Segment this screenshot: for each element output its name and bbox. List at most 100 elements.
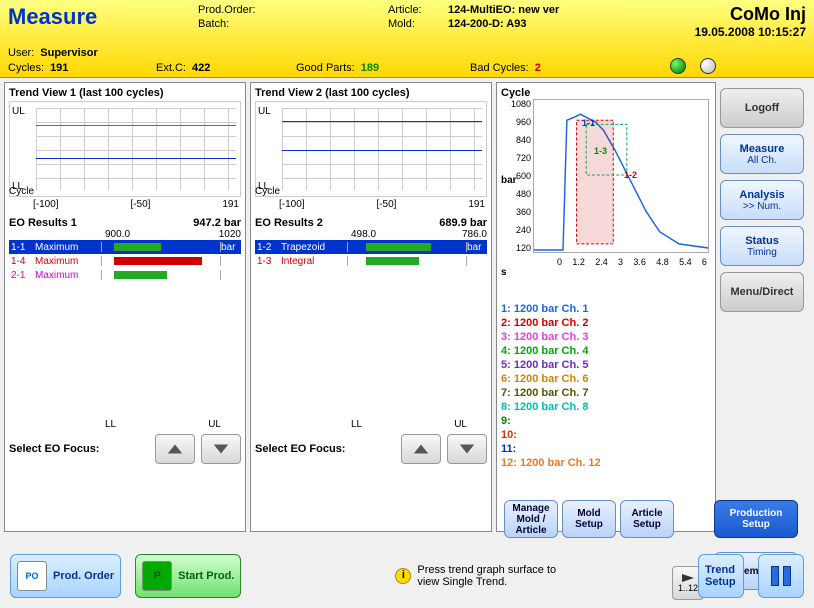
bad-value: 2 bbox=[535, 62, 541, 74]
mold-value: 124-200-D: A93 bbox=[448, 18, 648, 30]
pause-icon bbox=[771, 566, 791, 586]
cycles-value: 191 bbox=[50, 62, 68, 74]
eo1-down-button[interactable] bbox=[201, 434, 241, 464]
good-value: 189 bbox=[361, 62, 379, 74]
pause-button[interactable] bbox=[758, 554, 804, 598]
p-icon: P bbox=[142, 561, 172, 591]
logoff-button[interactable]: Logoff bbox=[720, 88, 804, 128]
eo-row[interactable]: 1-4Maximum bbox=[9, 254, 241, 268]
eo1-title: EO Results 1 bbox=[9, 217, 77, 229]
trend2-chart[interactable]: UL LL bbox=[255, 101, 487, 197]
eo2-title: EO Results 2 bbox=[255, 217, 323, 229]
eo2-up-button[interactable] bbox=[401, 434, 441, 464]
sidebar: Logoff MeasureAll Ch. Analysis>> Num. St… bbox=[720, 82, 804, 532]
channel-item: 7: 1200 bar Ch. 7 bbox=[501, 386, 711, 400]
status-button[interactable]: StatusTiming bbox=[720, 226, 804, 266]
cycle-title: Cycle bbox=[501, 87, 711, 99]
prod-order-button[interactable]: PO Prod. Order bbox=[10, 554, 121, 598]
article-setup-button[interactable]: Article Setup bbox=[620, 500, 674, 538]
eo2-ll: LL bbox=[351, 419, 362, 430]
eo1-ul: UL bbox=[208, 419, 221, 430]
cycles-label: Cycles: bbox=[8, 62, 44, 74]
po-icon: PO bbox=[17, 561, 47, 591]
eo1-scale: 900.01020 bbox=[9, 229, 241, 240]
footer-hint: i Press trend graph surface to view Sing… bbox=[395, 564, 577, 588]
prod-order-value bbox=[268, 4, 388, 16]
main-area: Trend View 1 (last 100 cycles) UL LL [-1… bbox=[0, 78, 814, 536]
channel-item: 8: 1200 bar Ch. 8 bbox=[501, 400, 711, 414]
bad-label: Bad Cycles: bbox=[470, 62, 529, 74]
good-label: Good Parts: bbox=[296, 62, 355, 74]
channel-item: 2: 1200 bar Ch. 2 bbox=[501, 316, 711, 330]
trend1-chart[interactable]: UL LL bbox=[9, 101, 241, 197]
channel-item: 1: 1200 bar Ch. 1 bbox=[501, 302, 711, 316]
trend2-ul: UL bbox=[258, 106, 271, 117]
mold-setup-button[interactable]: Mold Setup bbox=[562, 500, 616, 538]
eo-row[interactable]: 2-1Maximum bbox=[9, 268, 241, 282]
eo2-ul: UL bbox=[454, 419, 467, 430]
page-title: Measure bbox=[8, 4, 198, 30]
production-setup-button[interactable]: Production Setup bbox=[714, 500, 798, 538]
prod-order-label: Prod.Order: bbox=[198, 4, 268, 16]
system-name: CoMo Inj bbox=[695, 4, 806, 25]
trend1-grid bbox=[36, 108, 236, 190]
datetime: 19.05.2008 10:15:27 bbox=[695, 25, 806, 39]
analysis-button[interactable]: Analysis>> Num. bbox=[720, 180, 804, 220]
header: Measure Prod.Order: Article: 124-MultiEO… bbox=[0, 0, 814, 78]
mold-label: Mold: bbox=[388, 18, 448, 30]
eo2-down-button[interactable] bbox=[447, 434, 487, 464]
channel-item: 4: 1200 bar Ch. 4 bbox=[501, 344, 711, 358]
extc-label: Ext.C: bbox=[156, 62, 186, 74]
eo2-scale: 498.0786.0 bbox=[255, 229, 487, 240]
trend-setup-button[interactable]: Trend Setup bbox=[698, 554, 744, 598]
cycle-xticks: 01.22.433.64.85.46 bbox=[533, 257, 709, 267]
footer: PO Prod. Order P Start Prod. i Press tre… bbox=[4, 548, 810, 604]
article-value: 124-MultiEO: new ver bbox=[448, 4, 648, 16]
eo2-area: 1-2Trapezoidbar1-3Integral LL UL bbox=[255, 240, 487, 430]
trend1-ul: UL bbox=[12, 106, 25, 117]
eo-row[interactable]: 1-3Integral bbox=[255, 254, 487, 268]
channel-list: 1: 1200 bar Ch. 12: 1200 bar Ch. 23: 120… bbox=[501, 302, 711, 470]
select-eo1-label: Select EO Focus: bbox=[9, 443, 149, 455]
eo1-ll: LL bbox=[105, 419, 116, 430]
eo2-value: 689.9 bar bbox=[439, 217, 487, 229]
cycle-ylabel: bar bbox=[501, 175, 517, 186]
info-icon: i bbox=[395, 568, 411, 584]
cycle-plot: 1-11-31-2 bbox=[533, 99, 709, 253]
channel-item: 11: bbox=[501, 442, 711, 456]
extc-value: 422 bbox=[192, 62, 210, 74]
batch-label: Batch: bbox=[198, 18, 268, 30]
manage-mold-article-button[interactable]: Manage Mold / Article bbox=[504, 500, 558, 538]
trend-panel-2: Trend View 2 (last 100 cycles) UL LL [-1… bbox=[250, 82, 492, 532]
trend2-xticks: [-100][-50]191 bbox=[255, 199, 487, 210]
start-prod-button[interactable]: P Start Prod. bbox=[135, 554, 241, 598]
cycle-chart[interactable]: 1080960840720600480360240120 bar 1-11-31… bbox=[501, 99, 711, 267]
trend-panel-1: Trend View 1 (last 100 cycles) UL LL [-1… bbox=[4, 82, 246, 532]
trend1-xaxis: Cycle bbox=[9, 186, 241, 197]
channel-item: 3: 1200 bar Ch. 3 bbox=[501, 330, 711, 344]
header-info: Prod.Order: Article: 124-MultiEO: new ve… bbox=[198, 4, 648, 30]
cycle-panel: Cycle 1080960840720600480360240120 bar 1… bbox=[496, 82, 716, 532]
cycle-xlabel: s bbox=[501, 267, 711, 278]
select-eo2-label: Select EO Focus: bbox=[255, 443, 395, 455]
trend2-xaxis: Cycle bbox=[255, 186, 487, 197]
trend2-title: Trend View 2 (last 100 cycles) bbox=[255, 87, 487, 99]
article-label: Article: bbox=[388, 4, 448, 16]
eo1-value: 947.2 bar bbox=[193, 217, 241, 229]
measure-button[interactable]: MeasureAll Ch. bbox=[720, 134, 804, 174]
eo1-up-button[interactable] bbox=[155, 434, 195, 464]
eo1-area: 1-1Maximumbar1-4Maximum2-1Maximum LL UL bbox=[9, 240, 241, 430]
trend1-xticks: [-100][-50]191 bbox=[9, 199, 241, 210]
eo-row[interactable]: 1-1Maximumbar bbox=[9, 240, 241, 254]
menu-direct-button[interactable]: Menu/Direct bbox=[720, 272, 804, 312]
channel-item: 6: 1200 bar Ch. 6 bbox=[501, 372, 711, 386]
channel-item: 10: bbox=[501, 428, 711, 442]
user-value: Supervisor bbox=[40, 47, 97, 59]
status-led-grey bbox=[700, 58, 716, 74]
batch-value bbox=[268, 18, 388, 30]
channel-item: 12: 1200 bar Ch. 12 bbox=[501, 456, 711, 470]
eo-row[interactable]: 1-2Trapezoidbar bbox=[255, 240, 487, 254]
channel-item: 5: 1200 bar Ch. 5 bbox=[501, 358, 711, 372]
status-led-green bbox=[670, 58, 686, 74]
user-label: User: bbox=[8, 47, 34, 59]
